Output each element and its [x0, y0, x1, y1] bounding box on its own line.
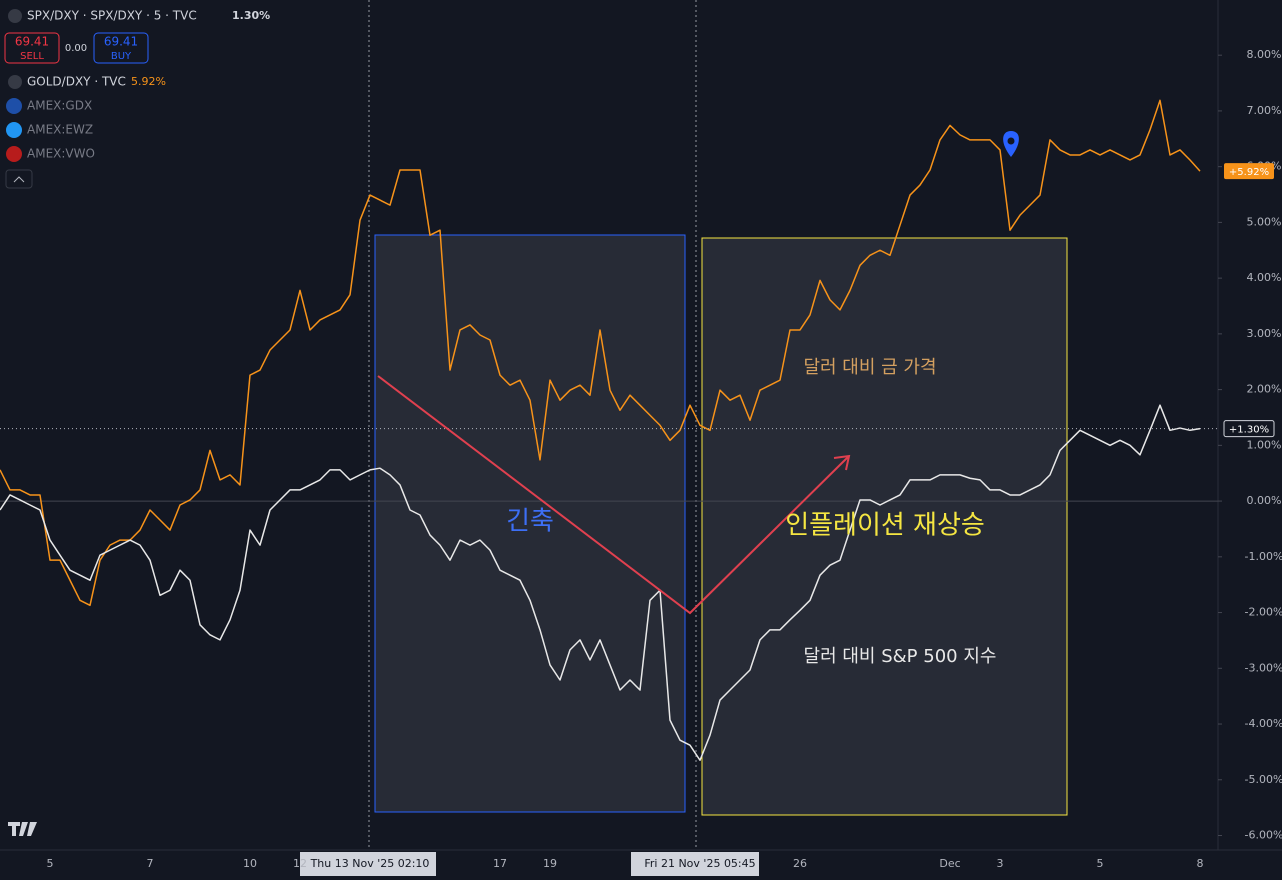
y-tick-label: -4.00%	[1245, 717, 1282, 730]
price-badge	[1223, 420, 1275, 438]
annotation: 달러 대비 S&P 500 지수	[804, 646, 997, 667]
x-tick-label: 26	[793, 857, 807, 870]
crosshair-label-bg	[631, 852, 759, 876]
x-tick-label: 10	[243, 857, 257, 870]
legend-value: 1.30%	[232, 9, 270, 22]
y-tick-label: 1.00%	[1247, 438, 1282, 451]
x-tick-label: 7	[147, 857, 154, 870]
box-tightening	[374, 234, 686, 813]
price-badge-label: +5.92%	[1229, 167, 1269, 178]
series-line	[0, 99, 1201, 607]
plot	[0, 99, 1218, 762]
x-tick-label: 12	[293, 857, 307, 870]
series-line	[0, 404, 1201, 762]
buy-label: BUY	[111, 51, 132, 62]
x-tick-label: 17	[493, 857, 507, 870]
collapse-icon	[13, 176, 25, 183]
x-tick-label: 3	[997, 857, 1004, 870]
y-tick-label: 8.00%	[1247, 48, 1282, 61]
y-tick-label: 0.00%	[1247, 494, 1282, 507]
x-tick-label: Thu 13 Nov '25 02:10	[310, 857, 430, 870]
trend-arrow	[377, 375, 849, 615]
marker-pin-dot	[1007, 137, 1015, 145]
price-badge	[1224, 163, 1274, 180]
hidden-symbol[interactable]: AMEX:EWZ	[27, 123, 93, 137]
hidden-symbol[interactable]: AMEX:VWO	[27, 147, 95, 161]
symbol-icon	[8, 9, 22, 23]
box-reinflation	[701, 237, 1068, 816]
legend-value: 5.92%	[131, 75, 166, 88]
buy-price: 69.41	[104, 35, 138, 49]
symbol-icon	[6, 146, 22, 162]
y-tick-label: 7.00%	[1247, 104, 1282, 117]
y-tick-label: 3.00%	[1247, 327, 1282, 340]
annotation: 인플레이션 재상승	[785, 511, 985, 541]
logo	[8, 822, 37, 836]
y-tick-label: 4.00%	[1247, 271, 1282, 284]
symbol-icon	[6, 122, 22, 138]
x-tick-label: 8	[1197, 857, 1204, 870]
symbol-icon	[8, 75, 22, 89]
sell-price: 69.41	[15, 35, 49, 49]
sell-label: SELL	[20, 51, 44, 62]
price-badge-label: +1.30%	[1229, 425, 1269, 436]
y-tick-label: -6.00%	[1245, 829, 1282, 842]
spread: 0.00	[65, 43, 87, 54]
y-tick-label: -5.00%	[1245, 773, 1282, 786]
y-axis: -6.00% -5.00% -4.00% -3.00% -2.00% -1.00% 0.00…	[1218, 48, 1282, 842]
annotation: 긴축	[506, 507, 554, 537]
x-axis: 5 7 10 12 Thu 13 Nov '25 02:10 17 19 Fri 21 Nov…	[47, 857, 1204, 870]
symbol-icon	[6, 98, 22, 114]
x-tick-label: 5	[47, 857, 54, 870]
y-tick-label: -1.00%	[1245, 550, 1282, 563]
buy-button[interactable]	[93, 32, 149, 64]
x-tick-label: Dec	[939, 857, 960, 870]
x-tick-label: 5	[1097, 857, 1104, 870]
arrow-head	[833, 454, 851, 471]
y-tick-label: -3.00%	[1245, 661, 1282, 674]
collapse-button[interactable]	[5, 169, 33, 189]
sell-button[interactable]	[4, 32, 60, 64]
annotation: 달러 대비 금 가격	[803, 357, 936, 378]
y-tick-label: 2.00%	[1247, 383, 1282, 396]
legend-entry[interactable]: GOLD/DXY · TVC	[27, 75, 126, 89]
legend-entry[interactable]: SPX/DXY · SPX/DXY · 5 · TVC	[27, 9, 197, 23]
x-tick-label: Fri 21 Nov '25 05:45	[644, 857, 755, 870]
y-tick-label: -2.00%	[1245, 606, 1282, 619]
crosshair-label-bg	[300, 852, 436, 876]
hidden-symbol[interactable]: AMEX:GDX	[27, 99, 92, 113]
y-tick-label: 5.00%	[1247, 215, 1282, 228]
x-tick-label: 19	[543, 857, 557, 870]
